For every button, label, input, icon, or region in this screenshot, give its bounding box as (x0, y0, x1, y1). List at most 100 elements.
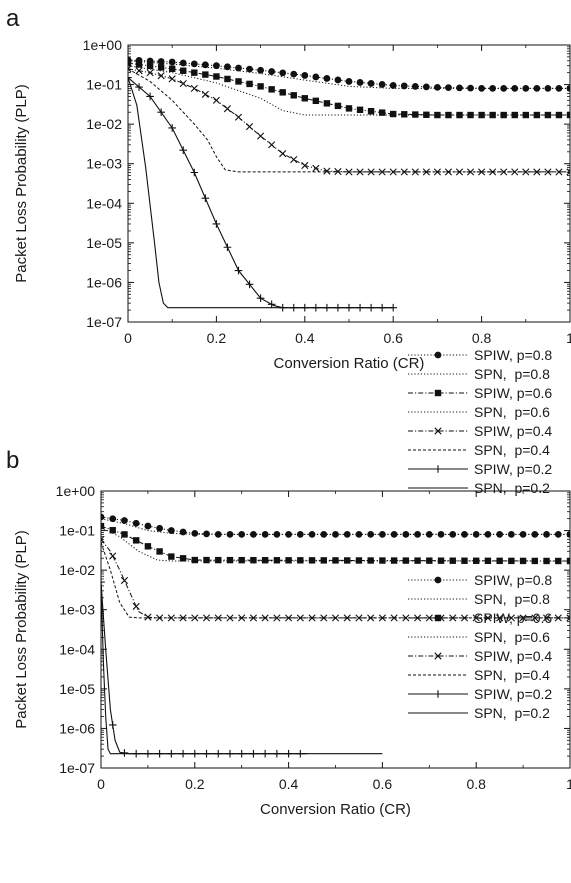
data-point (273, 531, 281, 538)
series-line (128, 65, 570, 116)
legend-marker (434, 351, 442, 359)
x-axis-label: Conversion Ratio (CR) (260, 801, 411, 818)
data-point (378, 168, 386, 176)
data-point (478, 111, 485, 119)
data-point (157, 108, 165, 117)
plot-area (128, 56, 570, 312)
data-point (256, 294, 265, 302)
series-line (128, 68, 570, 173)
data-point (156, 548, 163, 555)
legend-entry: SPIW, p=0.4 (408, 423, 552, 439)
data-point (224, 75, 231, 83)
data-point (522, 111, 529, 119)
panel-a: a 1e-07 1e-06 1e-05 1e-04 1e-03 1e-02 1e-01 1e+0… (6, 5, 571, 496)
data-point (449, 531, 457, 538)
series-8 (128, 77, 394, 309)
x-tick-label: 0.2 (185, 776, 205, 792)
legend-entry: SPIW, p=0.4 (408, 648, 552, 664)
data-point (378, 109, 386, 116)
data-point (413, 614, 422, 622)
data-point (214, 614, 222, 622)
legend: SPIW, p=0.8 SPN, p=0.8 SPIW, p=0.6 SPN, p=0… (408, 347, 552, 496)
data-point (279, 150, 287, 158)
legend-entry: SPIW, p=0.6 (408, 385, 552, 401)
data-point (167, 527, 175, 534)
data-point (257, 66, 264, 74)
data-point (301, 161, 309, 170)
legend-entry: SPN, p=0.6 (408, 629, 550, 645)
data-point (344, 557, 351, 564)
data-point (132, 537, 140, 544)
data-point (334, 76, 342, 84)
data-point (169, 65, 176, 73)
panel-letter: b (6, 447, 19, 474)
series-line (101, 518, 570, 535)
data-point (555, 557, 562, 565)
data-point (267, 300, 276, 309)
x-tick-label: 1 (566, 330, 571, 346)
data-point (519, 531, 527, 538)
data-point (190, 84, 198, 92)
data-point (290, 155, 298, 164)
data-point (144, 543, 152, 550)
legend-entry: SPIW, p=0.6 (408, 610, 552, 626)
data-point (519, 614, 527, 622)
data-point (472, 531, 480, 538)
data-point (467, 111, 474, 119)
data-point (290, 92, 297, 99)
x-tick-label: 0.2 (207, 330, 227, 346)
x-tick-label: 1 (566, 776, 571, 792)
data-point (543, 531, 550, 538)
panel-b: b 1e-07 1e-06 1e-05 1e-04 1e-03 1e-02 1e-01 1e+0… (6, 447, 571, 818)
x-tick-label: 0 (97, 776, 105, 792)
series-4 (101, 526, 570, 562)
data-point (343, 531, 351, 538)
data-point (496, 557, 503, 565)
data-point (190, 168, 199, 177)
x-tick-label: 0.6 (383, 330, 403, 346)
series-2 (101, 518, 570, 535)
legend-label: SPIW, p=0.4 (474, 648, 552, 664)
data-point (411, 83, 419, 90)
data-point (422, 168, 430, 176)
data-point (146, 57, 154, 65)
data-point (367, 108, 375, 115)
data-point (332, 531, 339, 538)
data-point (323, 75, 331, 82)
legend-label: SPIW, p=0.6 (474, 610, 552, 626)
data-point (367, 557, 374, 564)
data-point (296, 531, 304, 538)
y-tick-label: 1e-03 (59, 602, 95, 618)
y-axis-label: Packet Loss Probability (PLP) (13, 84, 30, 282)
data-point (168, 124, 176, 132)
data-point (507, 531, 515, 538)
data-point (484, 531, 492, 538)
data-point (121, 517, 128, 524)
legend-entry: SPN, p=0.2 (408, 705, 550, 721)
data-point (378, 614, 386, 622)
data-point (203, 556, 210, 564)
series-line (128, 77, 394, 309)
data-point (484, 557, 492, 565)
data-point (500, 85, 508, 92)
data-point (367, 168, 375, 176)
data-point (478, 168, 486, 176)
y-tick-label: 1e-05 (59, 681, 95, 697)
series-line (101, 582, 383, 755)
legend-label: SPN, p=0.2 (474, 705, 550, 721)
x-tick-label: 0.6 (373, 776, 393, 792)
data-point (249, 614, 258, 622)
x-tick-label: 0 (124, 330, 132, 346)
x-tick-label: 0.8 (466, 776, 486, 792)
data-point (367, 80, 375, 87)
y-tick-label: 1e+00 (56, 483, 96, 499)
data-point (128, 59, 132, 67)
data-point (257, 132, 265, 140)
data-point (246, 65, 253, 73)
legend-marker (434, 465, 442, 473)
data-point (308, 614, 316, 622)
y-tick-label: 1e-07 (59, 760, 95, 776)
legend-marker (434, 576, 442, 584)
y-tick-label: 1e-04 (86, 195, 122, 211)
